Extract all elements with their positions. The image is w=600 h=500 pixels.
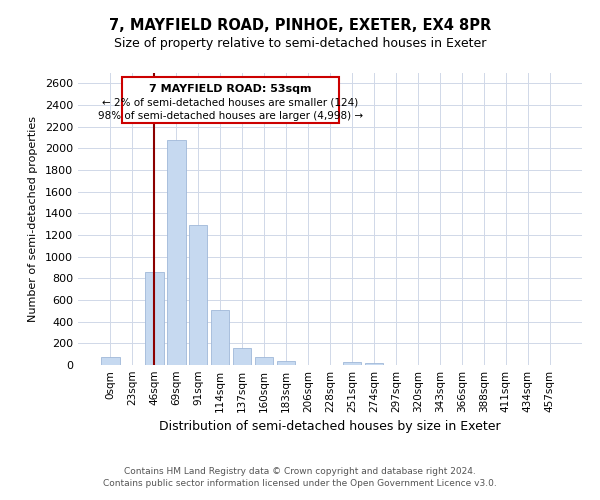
Text: 7 MAYFIELD ROAD: 53sqm: 7 MAYFIELD ROAD: 53sqm (149, 84, 312, 94)
Text: Contains HM Land Registry data © Crown copyright and database right 2024.: Contains HM Land Registry data © Crown c… (124, 467, 476, 476)
Bar (101, 357, 119, 365)
Bar (365, 363, 383, 365)
Text: 7, MAYFIELD ROAD, PINHOE, EXETER, EX4 8PR: 7, MAYFIELD ROAD, PINHOE, EXETER, EX4 8P… (109, 18, 491, 32)
Bar (233, 348, 251, 365)
Bar (189, 225, 208, 365)
Text: 98% of semi-detached houses are larger (4,998) →: 98% of semi-detached houses are larger (… (98, 111, 363, 121)
Text: Size of property relative to semi-detached houses in Exeter: Size of property relative to semi-detach… (114, 36, 486, 50)
Bar (255, 357, 274, 365)
Y-axis label: Number of semi-detached properties: Number of semi-detached properties (28, 116, 38, 322)
Bar (145, 272, 164, 365)
Text: ← 2% of semi-detached houses are smaller (124): ← 2% of semi-detached houses are smaller… (103, 98, 359, 108)
Bar (343, 362, 361, 365)
X-axis label: Distribution of semi-detached houses by size in Exeter: Distribution of semi-detached houses by … (159, 420, 501, 434)
Text: Contains public sector information licensed under the Open Government Licence v3: Contains public sector information licen… (103, 478, 497, 488)
Bar (211, 310, 229, 365)
Bar (277, 360, 295, 365)
FancyBboxPatch shape (122, 77, 339, 124)
Bar (167, 140, 185, 365)
